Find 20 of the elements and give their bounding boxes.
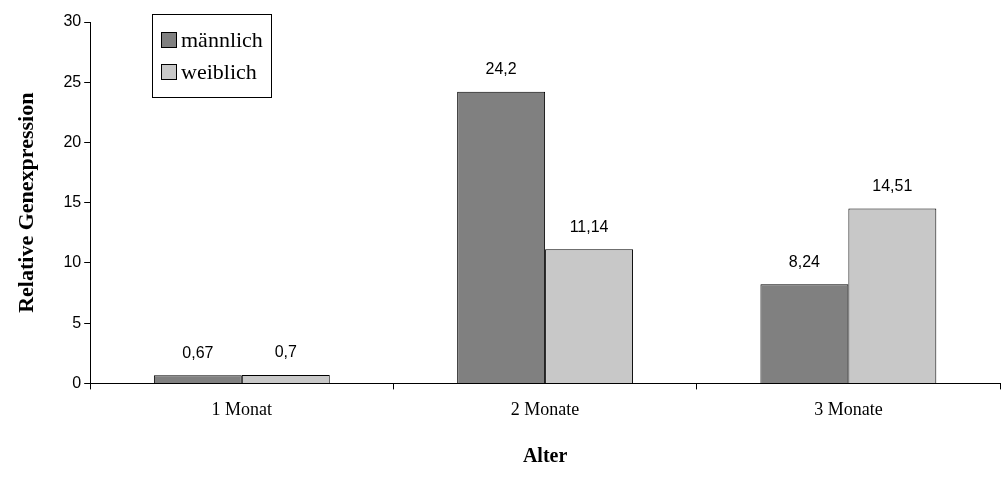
legend-label: männlich (181, 27, 263, 53)
data-label: 14,51 (872, 177, 913, 195)
data-label: 24,2 (485, 60, 517, 78)
data-label: 0,7 (274, 343, 298, 361)
y-axis-title: Relative Genexpression (12, 92, 38, 313)
y-tick-label: 0 (72, 373, 82, 391)
data-label: 0,67 (182, 343, 214, 361)
data-label: 11,14 (569, 217, 609, 235)
y-tick-label: 20 (63, 132, 82, 150)
x-axis-title: Alter (522, 444, 568, 467)
legend-label: weiblich (181, 59, 257, 85)
x-tick-label: 1 Monat (211, 398, 273, 419)
x-tick-label: 3 Monate (814, 398, 883, 419)
y-tick-label: 5 (72, 313, 82, 331)
y-tick-label: 25 (63, 72, 82, 90)
y-tick-label: 15 (63, 193, 82, 211)
y-tick-label: 30 (63, 12, 82, 30)
x-tick-label: 2 Monate (510, 398, 580, 419)
data-label: 8,24 (788, 252, 821, 270)
y-tick-label: 10 (63, 253, 82, 271)
